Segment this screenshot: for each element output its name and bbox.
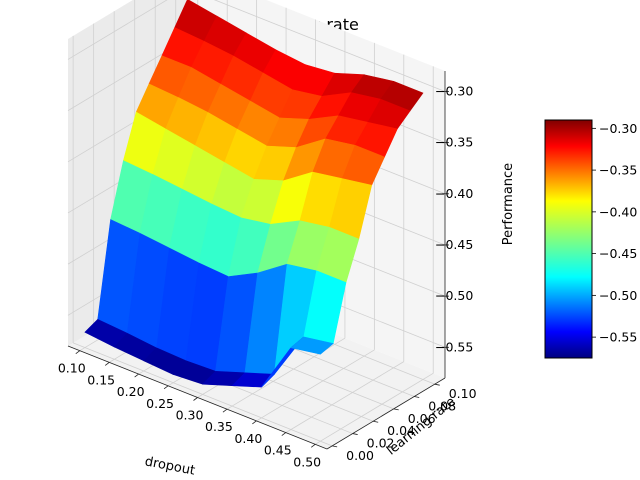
z-tick-label: −0.50	[435, 288, 473, 303]
y-tick-label: 0.02	[367, 436, 395, 451]
grid-line	[315, 372, 434, 445]
y-tick-mark	[332, 445, 338, 448]
x-tick-label: 0.40	[234, 431, 262, 446]
y-tick-mark	[373, 420, 379, 423]
colorbar-tick-label: −0.45	[599, 246, 637, 261]
z-axis-ticks: −0.30 −0.35 −0.40 −0.45 −0.50 −0.55	[435, 83, 473, 354]
grid-line	[256, 349, 375, 422]
x-tick-mark	[163, 385, 169, 390]
x-tick-mark	[281, 432, 287, 436]
colorbar-tick-label: −0.40	[599, 204, 637, 219]
colorbar-tick-label: −0.55	[599, 330, 637, 345]
colorbar-gradient	[544, 119, 593, 359]
z-tick-label: −0.40	[435, 186, 473, 201]
y-tick-mark	[393, 408, 399, 411]
colorbar-tick-label: −0.30	[599, 121, 637, 136]
y-tick-label: 0.08	[428, 399, 456, 414]
x-tick-label: 0.10	[58, 361, 86, 376]
colorbar-tick-label: −0.35	[599, 163, 637, 178]
axes-3d: 0.100.150.200.250.300.350.400.450.50 0.0…	[58, 0, 477, 469]
grid-line	[67, 0, 168, 60]
x-tick-mark	[104, 362, 110, 366]
x-tick-mark	[134, 373, 139, 378]
z-tick-label: −0.30	[435, 83, 473, 98]
x-tick-label: 0.15	[87, 372, 115, 387]
x-tick-mark	[222, 408, 228, 413]
y-tick-label: 0.10	[449, 386, 477, 401]
x-tick-label: 0.35	[205, 419, 233, 434]
z-tick-label: −0.35	[435, 135, 473, 150]
grid-line	[285, 361, 405, 433]
x-axis-label: dropout	[144, 454, 197, 478]
x-tick-label: 0.25	[146, 396, 174, 411]
y-tick-mark	[434, 383, 440, 386]
surface-patch	[290, 336, 334, 355]
colorbar-ticks: −0.30 −0.35 −0.40 −0.45 −0.50 −0.55	[592, 121, 637, 345]
y-tick-mark	[352, 433, 358, 435]
colorbar: −0.30 −0.35 −0.40 −0.45 −0.50 −0.55	[544, 119, 637, 359]
z-axis-label: Performance	[501, 163, 516, 245]
z-tick-label: −0.55	[435, 339, 473, 354]
grid-line	[213, 0, 446, 92]
y-axis-ticks: 0.000.020.040.060.080.10	[332, 383, 477, 463]
x-tick-label: 0.30	[176, 408, 204, 423]
surface-plot	[84, 0, 424, 388]
x-tick-mark	[252, 420, 257, 425]
x-tick-label: 0.20	[117, 384, 145, 399]
y-tick-label: 0.04	[387, 423, 415, 438]
x-tick-mark	[193, 397, 198, 401]
y-tick-label: 0.06	[408, 411, 436, 426]
x-tick-mark	[310, 443, 316, 448]
x-tick-label: 0.50	[293, 454, 321, 469]
y-axis-line	[326, 377, 446, 450]
z-tick-label: −0.45	[435, 237, 473, 252]
y-tick-label: 0.00	[346, 448, 374, 463]
x-axis-ticks: 0.100.150.200.250.300.350.400.450.50	[58, 350, 321, 469]
x-tick-mark	[75, 350, 81, 355]
grid-line	[72, 342, 333, 447]
colorbar-tick-label: −0.50	[599, 288, 637, 303]
y-tick-mark	[414, 396, 420, 398]
x-tick-label: 0.45	[264, 443, 292, 458]
